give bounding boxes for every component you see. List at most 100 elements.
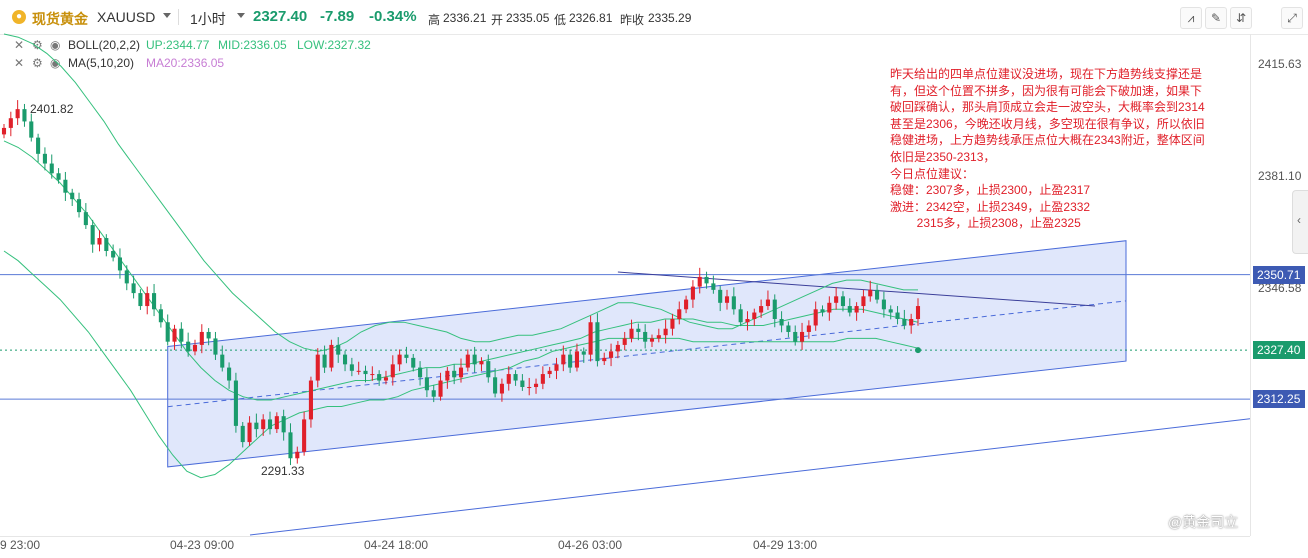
- candle-body: [97, 238, 102, 245]
- fullscreen-icon[interactable]: ⤢: [1281, 7, 1303, 29]
- settings-boll-icon[interactable]: ⚙: [32, 38, 43, 52]
- level-price-label: 2312.25: [1253, 390, 1305, 409]
- candle-body: [227, 367, 232, 381]
- candle-body: [765, 299, 770, 307]
- candle-body: [799, 331, 805, 342]
- candle-body: [527, 387, 532, 389]
- price-chart[interactable]: 2401.82 2291.33: [0, 0, 1250, 536]
- candle-body: [220, 354, 225, 368]
- candle-body: [909, 319, 914, 326]
- high-label: 高: [428, 13, 441, 27]
- candle-body: [834, 296, 839, 303]
- interval-selector[interactable]: 1小时: [190, 11, 226, 27]
- candle-body: [111, 250, 116, 258]
- candle-body: [738, 309, 743, 323]
- boll-up: UP:2344.77: [146, 38, 210, 52]
- current-price-marker: [915, 347, 921, 354]
- candle-body: [493, 377, 498, 394]
- candle-body: [752, 312, 757, 320]
- symbol-name-cn[interactable]: 现货黄金: [32, 11, 88, 27]
- low-value: 2326.81: [569, 11, 613, 25]
- candle-body: [295, 451, 300, 459]
- trend-channel: [167, 240, 1127, 468]
- candle-body: [1, 127, 7, 135]
- boll-upper-band: [3, 33, 918, 352]
- last-price: 2327.40: [253, 8, 308, 25]
- candle-body: [854, 306, 859, 313]
- boll-mid: MID:2336.05: [218, 38, 287, 52]
- candle-body: [458, 367, 464, 378]
- candle-body: [643, 331, 648, 342]
- time-tick: 04-23 09:00: [170, 538, 235, 552]
- symbol-code[interactable]: XAUUSD: [97, 9, 156, 25]
- candle-body: [547, 370, 552, 375]
- compare-icon[interactable]: ⇵: [1230, 7, 1252, 29]
- interval-dropdown-icon[interactable]: [237, 13, 245, 18]
- candle-body: [397, 354, 402, 365]
- visibility-boll-icon[interactable]: ◉: [50, 38, 61, 52]
- candle-body: [63, 179, 68, 193]
- candle-body: [424, 377, 429, 391]
- candle-body: [342, 354, 348, 365]
- candle-body: [649, 338, 655, 342]
- candle-body: [315, 354, 320, 381]
- candle-body: [356, 370, 361, 372]
- indicator-icon[interactable]: ⩘: [1180, 7, 1202, 29]
- candle-body: [383, 377, 389, 381]
- candle-body: [213, 338, 218, 355]
- candle-body: [254, 422, 259, 430]
- candle-body: [76, 199, 82, 213]
- price-change: -7.89: [320, 8, 355, 25]
- candle-body: [595, 322, 600, 362]
- candle-body: [172, 328, 177, 342]
- price-tick: 2346.58: [1258, 280, 1302, 295]
- candle-body: [206, 331, 211, 339]
- prev-close-value: 2335.29: [648, 11, 692, 25]
- price-change-pct: -0.34%: [369, 8, 417, 25]
- open-label: 开: [491, 13, 504, 27]
- candle-body: [581, 351, 586, 355]
- price-axis-border: [1250, 34, 1251, 536]
- candle-body: [588, 322, 593, 355]
- candle-body: [349, 364, 354, 371]
- settings-ma-icon[interactable]: ⚙: [32, 56, 43, 70]
- current-price-label: 2327.40: [1253, 341, 1305, 360]
- candle-body: [145, 293, 150, 307]
- price-tick: 2415.63: [1258, 57, 1302, 72]
- candle-body: [36, 137, 41, 154]
- candle-body: [186, 341, 191, 352]
- visibility-ma-icon[interactable]: ◉: [50, 56, 61, 70]
- candle-body: [868, 289, 873, 297]
- close-ma-icon[interactable]: ✕: [14, 56, 25, 70]
- candle-body: [615, 344, 620, 352]
- candle-body: [336, 344, 341, 355]
- candle-body: [465, 354, 470, 368]
- close-boll-icon[interactable]: ✕: [14, 38, 25, 52]
- candle-body: [322, 354, 327, 368]
- draw-icon[interactable]: ✎: [1205, 7, 1227, 29]
- candle-body: [888, 309, 893, 313]
- candle-body: [117, 257, 123, 271]
- candle-body: [609, 351, 614, 358]
- candle-body: [390, 364, 395, 378]
- candle-body: [718, 289, 723, 303]
- candle-body: [915, 306, 921, 320]
- symbol-dropdown-icon[interactable]: [163, 13, 171, 18]
- candle-body: [506, 374, 511, 384]
- candle-body: [895, 312, 900, 320]
- boll-low: LOW:2327.32: [297, 38, 371, 52]
- side-panel-toggle[interactable]: ‹: [1292, 190, 1308, 254]
- candle-body: [772, 299, 777, 320]
- candle-body: [704, 276, 709, 284]
- symbol-header: ● 现货黄金 XAUUSD 1小时 2327.40 -7.89 -0.34% 高…: [0, 0, 1308, 35]
- candle-body: [70, 192, 75, 200]
- time-axis-border: [0, 536, 1250, 537]
- high-value: 2336.21: [443, 11, 487, 25]
- candle-body: [847, 306, 852, 313]
- candle-body: [677, 309, 682, 320]
- candle-body: [247, 422, 252, 443]
- candle-body: [827, 302, 832, 313]
- candle-body: [520, 380, 525, 388]
- high-annotation: 2401.82: [30, 102, 74, 116]
- candle-body: [793, 331, 798, 342]
